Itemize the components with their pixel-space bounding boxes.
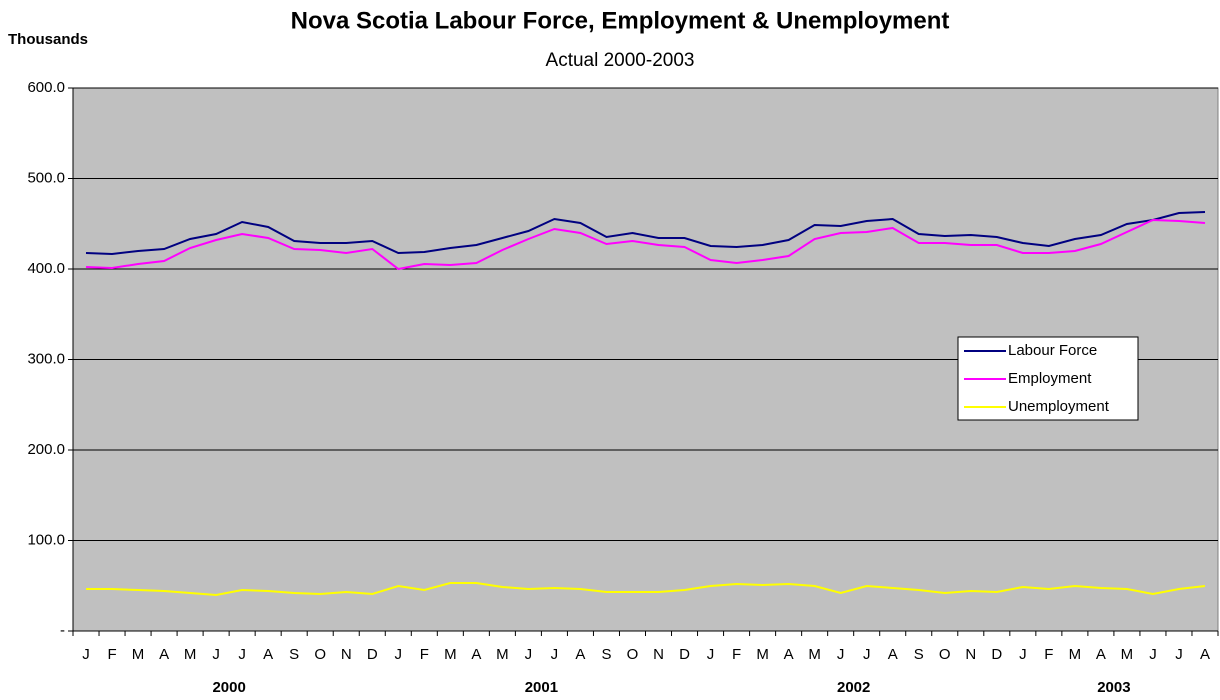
legend-label: Unemployment — [1008, 398, 1110, 415]
x-tick-label: J — [1019, 646, 1027, 663]
series-line — [85, 218, 1206, 271]
x-tick-label: D — [367, 646, 378, 663]
x-tick-label: M — [756, 646, 769, 663]
x-tick-label: O — [627, 646, 639, 663]
x-tick-label: A — [784, 646, 794, 663]
x-tick-label: A — [263, 646, 273, 663]
x-tick-label: S — [601, 646, 611, 663]
x-tick-label: D — [991, 646, 1002, 663]
series-line — [85, 211, 1206, 256]
x-tick-label: M — [184, 646, 197, 663]
legend-label: Labour Force — [1008, 342, 1097, 359]
year-label: 2002 — [837, 679, 870, 696]
x-tick-label: F — [1044, 646, 1053, 663]
x-tick-label: O — [314, 646, 326, 663]
x-tick-label: J — [525, 646, 533, 663]
x-tick-label: J — [238, 646, 246, 663]
y-axis-label: Thousands — [8, 31, 88, 48]
x-tick-label: M — [1069, 646, 1082, 663]
x-tick-label: M — [808, 646, 821, 663]
y-tick-label: - — [60, 622, 65, 639]
x-tick-label: M — [132, 646, 145, 663]
x-tick-label: J — [1175, 646, 1183, 663]
x-tick-label: A — [1200, 646, 1210, 663]
x-tick-label: M — [496, 646, 509, 663]
y-tick-label: 400.0 — [27, 260, 65, 277]
x-tick-label: J — [863, 646, 871, 663]
series-line — [86, 582, 1206, 597]
x-tick-label: A — [1096, 646, 1106, 663]
x-tick-label: A — [471, 646, 481, 663]
y-tick-label: 500.0 — [27, 169, 65, 186]
x-tick-label: J — [551, 646, 559, 663]
x-tick-label: J — [212, 646, 220, 663]
x-tick-label: F — [107, 646, 116, 663]
year-label: 2001 — [525, 679, 558, 696]
year-label: 2003 — [1097, 679, 1130, 696]
y-tick-label: 600.0 — [27, 79, 65, 96]
x-tick-label: S — [289, 646, 299, 663]
x-tick-label: A — [159, 646, 169, 663]
y-tick-label: 300.0 — [27, 350, 65, 367]
x-tick-label: O — [939, 646, 951, 663]
x-tick-label: J — [707, 646, 715, 663]
x-tick-label: M — [444, 646, 457, 663]
x-tick-label: F — [732, 646, 741, 663]
x-tick-label: J — [395, 646, 403, 663]
x-tick-label: N — [653, 646, 664, 663]
x-tick-label: D — [679, 646, 690, 663]
chart-title: Nova Scotia Labour Force, Employment & U… — [291, 7, 950, 34]
x-tick-label: J — [1149, 646, 1157, 663]
year-label: 2000 — [212, 679, 245, 696]
x-tick-label: N — [341, 646, 352, 663]
x-tick-label: J — [837, 646, 845, 663]
x-tick-label: A — [575, 646, 585, 663]
x-tick-label: M — [1121, 646, 1134, 663]
x-tick-label: N — [965, 646, 976, 663]
x-tick-label: J — [82, 646, 90, 663]
y-tick-label: 100.0 — [27, 531, 65, 548]
x-tick-label: A — [888, 646, 898, 663]
x-tick-label: S — [914, 646, 924, 663]
chart-subtitle: Actual 2000-2003 — [546, 50, 695, 71]
x-tick-label: F — [420, 646, 429, 663]
legend-label: Employment — [1008, 370, 1092, 387]
y-tick-label: 200.0 — [27, 441, 65, 458]
